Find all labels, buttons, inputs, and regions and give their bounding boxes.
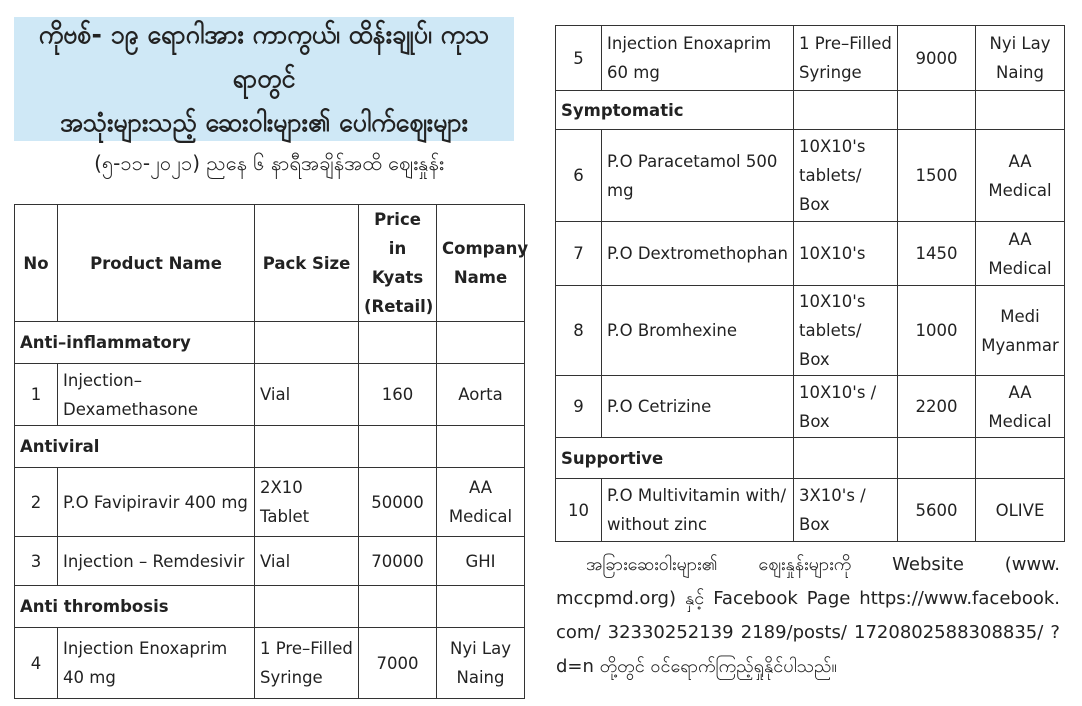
header-product: Product Name	[57, 204, 255, 322]
header-pack: Pack Size	[254, 204, 359, 322]
subtitle-date: (၅-၁၁-၂၀၂၁) ညနေ ၆ နာရီအချိန်အထိ ဈေးနှုန်…	[94, 151, 444, 175]
footer-text: အခြားဆေးဝါးများ၏ ဈေးနှုန်းများကို Websit…	[556, 554, 1060, 677]
table-row: 7 P.O Dextromethophan 10X10's 1450 AA Medica…	[555, 221, 1065, 286]
table-header: No Product Name Pack Size Price in Kyats…	[14, 204, 528, 322]
category-row: Symptomatic	[555, 90, 1065, 130]
price-table-right: 5 Injection Enoxaprim 60 mg 1 Pre–Filled S…	[555, 25, 1065, 542]
category-row: Anti thrombosis	[14, 585, 525, 628]
table-row: 8 P.O Bromhexine 10X10's tablets/ Box 1000 M…	[555, 285, 1065, 376]
table-row: 5 Injection Enoxaprim 60 mg 1 Pre–Filled S…	[555, 25, 1065, 91]
category-row: Supportive	[555, 437, 1065, 479]
price-table-left: No Product Name Pack Size Price in Kyats…	[14, 204, 528, 699]
title-banner: ကိုဗစ်- ၁၉ ရောဂါအား ကာကွယ်၊ ထိန်းချုပ်၊ …	[14, 17, 514, 141]
table-row: 3 Injection – Remdesivir Vial 70000 GHI	[14, 536, 525, 586]
category-row: Anti–inflammatory	[14, 321, 525, 364]
header-company: Company Name	[436, 204, 528, 322]
table-row: 9 P.O Cetrizine 10X10's / Box 2200 AA Medica…	[555, 375, 1065, 438]
table-row: 1 Injection– Dexamethasone Vial 160 Aorta	[14, 363, 525, 426]
title-line-2: အသုံးများသည့် ဆေးဝါးများ၏ ပေါက်ဈေးများ	[59, 108, 469, 137]
title-line-1: ကိုဗစ်- ၁၉ ရောဂါအား ကာကွယ်၊ ထိန်းချုပ်၊ …	[38, 20, 490, 93]
header-no: No	[14, 204, 58, 322]
header-price: Price in Kyats (Retail)	[358, 204, 437, 322]
footer-note: အခြားဆေးဝါးများ၏ ဈေးနှုန်းများကို Websit…	[556, 548, 1060, 684]
table-row: 4 Injection Enoxaprim 40 mg 1 Pre–Filled S…	[14, 627, 525, 699]
table-row: 2 P.O Favipiravir 400 mg 2X10 Tablet 50000 A…	[14, 467, 525, 537]
category-row: Antiviral	[14, 425, 525, 468]
table-row: 10 P.O Multivitamin with/ without zinc 3X1…	[555, 478, 1065, 542]
table-row: 6 P.O Paracetamol 500 mg 10X10's tablets/ …	[555, 129, 1065, 222]
